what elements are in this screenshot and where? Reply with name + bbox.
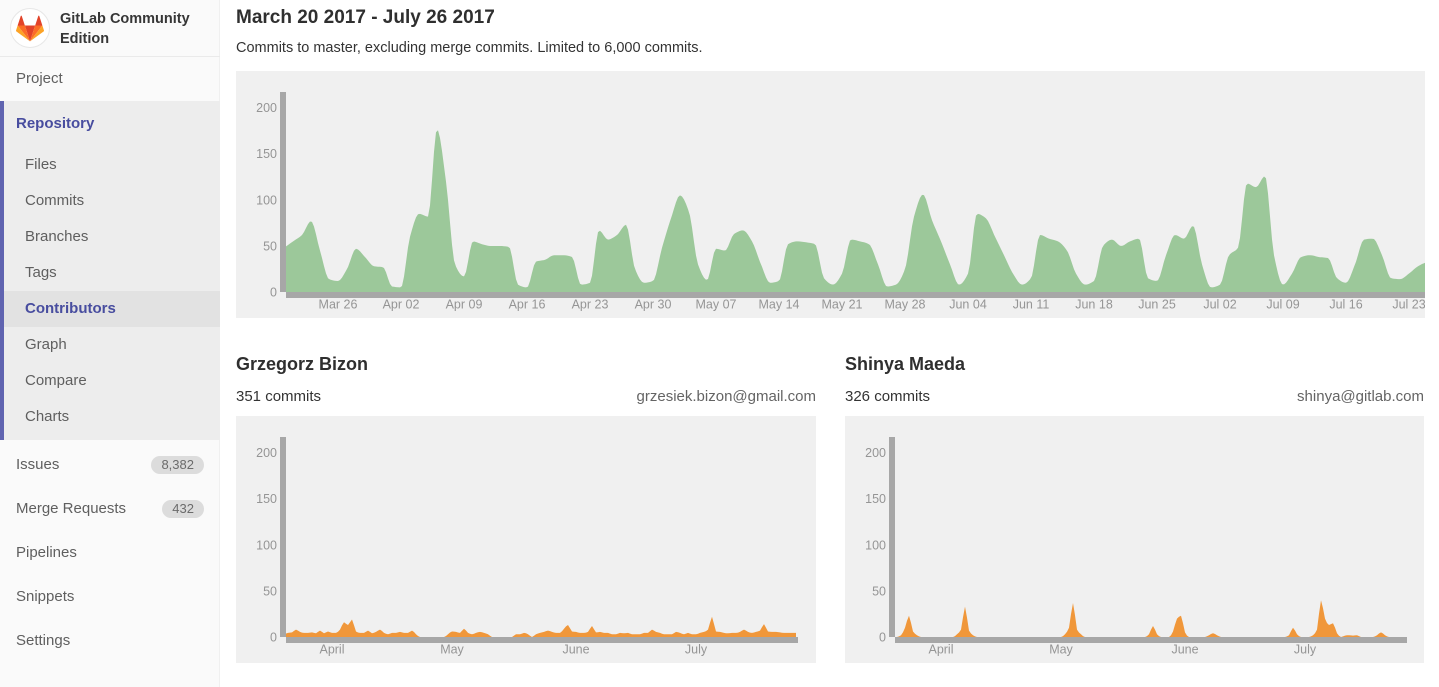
svg-text:50: 50 xyxy=(263,585,277,599)
svg-text:April: April xyxy=(928,643,953,657)
svg-text:July: July xyxy=(1294,643,1317,657)
svg-text:0: 0 xyxy=(270,631,277,645)
svg-text:100: 100 xyxy=(256,539,277,553)
svg-text:Apr 16: Apr 16 xyxy=(509,298,546,312)
svg-text:May 28: May 28 xyxy=(885,298,926,312)
svg-text:Apr 30: Apr 30 xyxy=(635,298,672,312)
svg-text:Jul 09: Jul 09 xyxy=(1266,298,1299,312)
svg-text:Jun 25: Jun 25 xyxy=(1138,298,1176,312)
svg-text:150: 150 xyxy=(256,492,277,506)
svg-text:May: May xyxy=(440,643,464,657)
svg-text:Jun 04: Jun 04 xyxy=(949,298,987,312)
svg-text:50: 50 xyxy=(263,240,277,254)
svg-text:May 07: May 07 xyxy=(696,298,737,312)
svg-text:Jul 02: Jul 02 xyxy=(1203,298,1236,312)
svg-text:Apr 02: Apr 02 xyxy=(383,298,420,312)
svg-text:Jun 11: Jun 11 xyxy=(1013,298,1050,312)
svg-text:April: April xyxy=(319,643,344,657)
svg-text:Jul 16: Jul 16 xyxy=(1329,298,1362,312)
svg-text:100: 100 xyxy=(256,194,277,208)
svg-text:June: June xyxy=(562,643,589,657)
svg-text:150: 150 xyxy=(256,147,277,161)
svg-text:July: July xyxy=(685,643,708,657)
svg-text:May: May xyxy=(1049,643,1073,657)
svg-text:Apr 23: Apr 23 xyxy=(572,298,609,312)
svg-text:0: 0 xyxy=(270,286,277,300)
svg-text:100: 100 xyxy=(865,539,886,553)
svg-text:Jul 23: Jul 23 xyxy=(1392,298,1425,312)
svg-text:200: 200 xyxy=(256,446,277,460)
svg-text:200: 200 xyxy=(865,446,886,460)
svg-text:May 14: May 14 xyxy=(759,298,800,312)
svg-text:200: 200 xyxy=(256,101,277,115)
svg-text:150: 150 xyxy=(865,492,886,506)
svg-text:June: June xyxy=(1171,643,1198,657)
svg-text:Mar 26: Mar 26 xyxy=(319,298,358,312)
svg-text:Apr 09: Apr 09 xyxy=(446,298,483,312)
svg-text:Jun 18: Jun 18 xyxy=(1075,298,1113,312)
svg-text:50: 50 xyxy=(872,585,886,599)
svg-text:0: 0 xyxy=(879,631,886,645)
svg-text:May 21: May 21 xyxy=(822,298,863,312)
